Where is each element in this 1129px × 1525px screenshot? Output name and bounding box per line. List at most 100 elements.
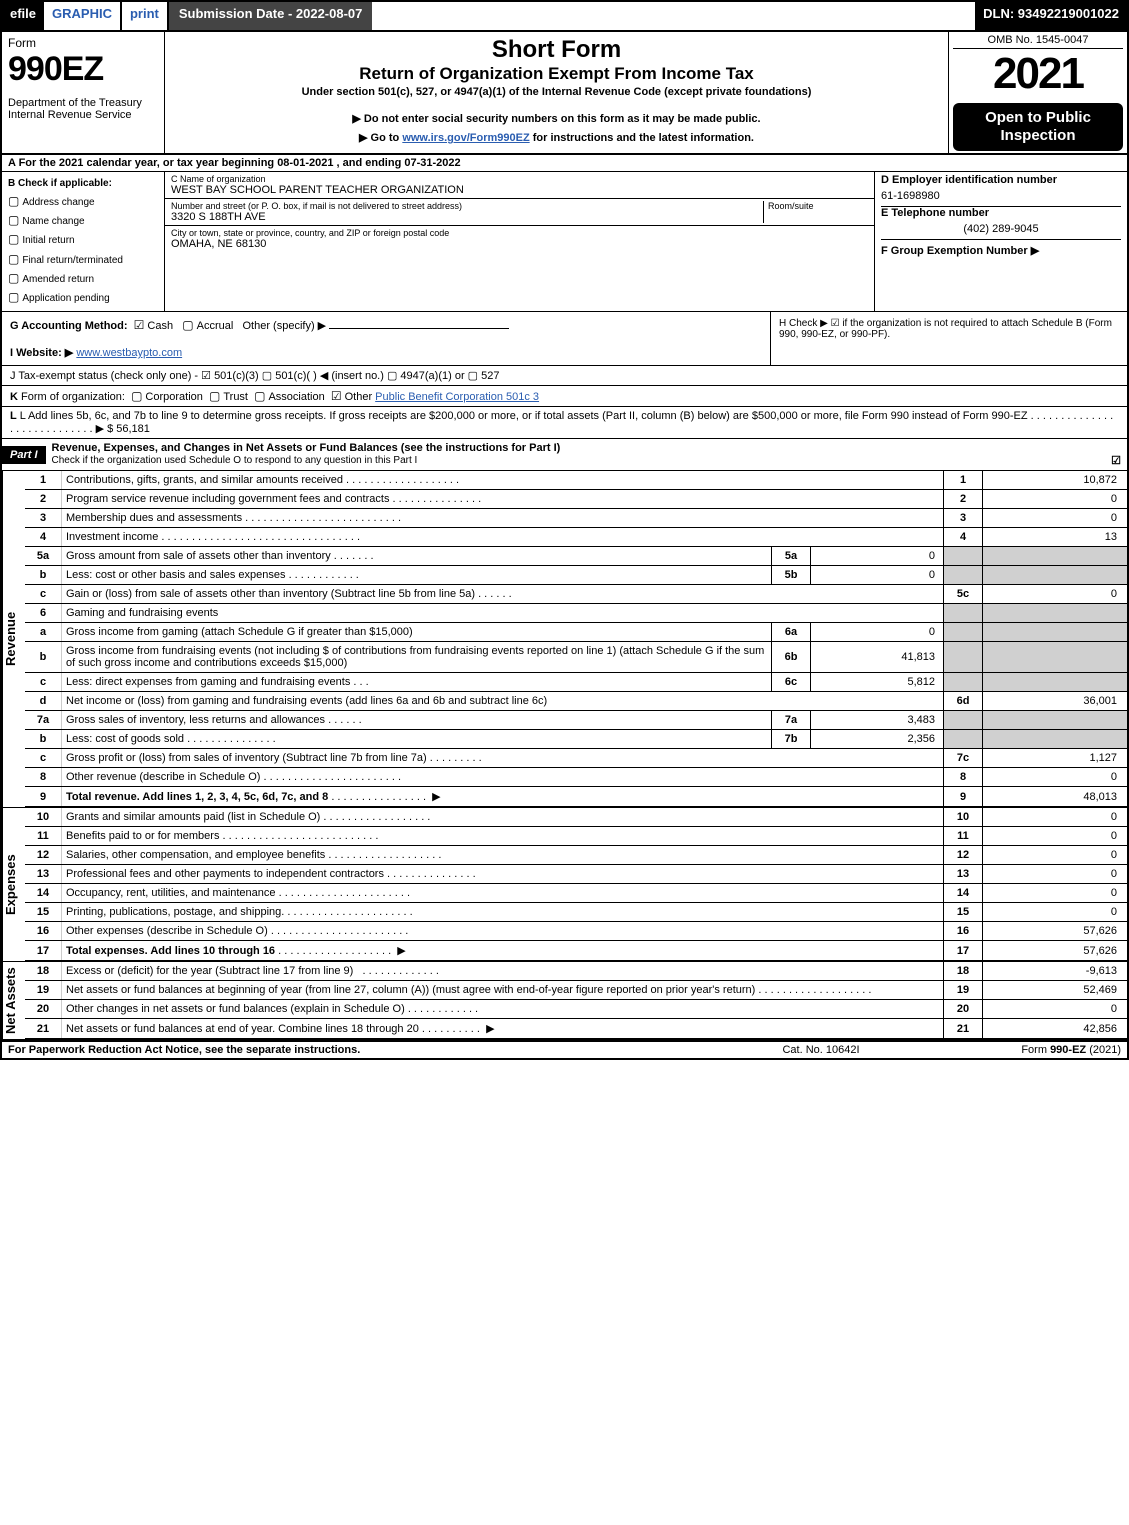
c-street-label: Number and street (or P. O. box, if mail… xyxy=(171,201,763,211)
netassets-block: Net Assets 18Excess or (deficit) for the… xyxy=(0,961,1129,1041)
org-name: WEST BAY SCHOOL PARENT TEACHER ORGANIZAT… xyxy=(171,184,868,196)
line-17: 17Total expenses. Add lines 10 through 1… xyxy=(25,941,1127,961)
line-19: 19Net assets or fund balances at beginni… xyxy=(25,981,1127,1000)
part1-sub: Check if the organization used Schedule … xyxy=(52,455,418,466)
chk-trust[interactable] xyxy=(209,391,223,403)
footer-left: For Paperwork Reduction Act Notice, see … xyxy=(8,1044,721,1056)
revenue-block: Revenue 1Contributions, gifts, grants, a… xyxy=(0,471,1129,807)
irs-label: Internal Revenue Service xyxy=(8,109,158,121)
part1-check[interactable]: ☑ xyxy=(1111,454,1121,467)
c-street-box: Number and street (or P. O. box, if mail… xyxy=(165,199,874,226)
netassets-sidelabel: Net Assets xyxy=(2,962,25,1039)
warn-goto: ▶ Go to www.irs.gov/Form990EZ for instru… xyxy=(175,131,938,144)
line-2: 2Program service revenue including gover… xyxy=(25,490,1127,509)
line-20: 20Other changes in net assets or fund ba… xyxy=(25,1000,1127,1019)
page-footer: For Paperwork Reduction Act Notice, see … xyxy=(0,1041,1129,1060)
subline: Under section 501(c), 527, or 4947(a)(1)… xyxy=(175,86,938,98)
col-b: B Check if applicable: Address change Na… xyxy=(2,172,165,311)
row-a-period: A For the 2021 calendar year, or tax yea… xyxy=(0,155,1129,172)
chk-other[interactable] xyxy=(331,391,345,403)
line-7b: bLess: cost of goods sold . . . . . . . … xyxy=(25,730,1127,749)
open-public: Open to Public Inspection xyxy=(953,103,1123,151)
b-item-address[interactable]: Address change xyxy=(8,192,158,211)
row-l: L L Add lines 5b, 6c, and 7b to line 9 t… xyxy=(0,407,1129,439)
line-14: 14Occupancy, rent, utilities, and mainte… xyxy=(25,884,1127,903)
line-5c: cGain or (loss) from sale of assets othe… xyxy=(25,585,1127,604)
l-amount: ▶ $ 56,181 xyxy=(96,423,150,435)
warn-ssn: ▶ Do not enter social security numbers o… xyxy=(175,112,938,125)
irs-link[interactable]: www.irs.gov/Form990EZ xyxy=(402,132,529,144)
c-city-box: City or town, state or province, country… xyxy=(165,226,874,252)
footer-catno: Cat. No. 10642I xyxy=(721,1044,921,1056)
footer-formref: Form 990-EZ (2021) xyxy=(921,1044,1121,1056)
org-street: 3320 S 188TH AVE xyxy=(171,211,763,223)
chk-corp[interactable] xyxy=(131,391,145,403)
col-def: D Employer identification number 61-1698… xyxy=(875,172,1127,311)
revenue-sidelabel: Revenue xyxy=(2,471,25,807)
b-item-amended[interactable]: Amended return xyxy=(8,269,158,288)
omb-number: OMB No. 1545-0047 xyxy=(953,34,1123,49)
line-12: 12Salaries, other compensation, and empl… xyxy=(25,846,1127,865)
org-city: OMAHA, NE 68130 xyxy=(171,238,868,250)
part1-row: Part I Revenue, Expenses, and Changes in… xyxy=(0,439,1129,471)
title-short-form: Short Form xyxy=(175,36,938,64)
line-3: 3Membership dues and assessments . . . .… xyxy=(25,509,1127,528)
form-word: Form xyxy=(8,36,158,50)
website-link[interactable]: www.westbaypto.com xyxy=(76,347,182,359)
line-6: 6Gaming and fundraising events xyxy=(25,604,1127,623)
expenses-block: Expenses 10Grants and similar amounts pa… xyxy=(0,807,1129,961)
b-title: B Check if applicable: xyxy=(8,176,158,192)
line-5a: 5aGross amount from sale of assets other… xyxy=(25,547,1127,566)
g-accounting: G Accounting Method: Cash Accrual Other … xyxy=(2,312,770,365)
graphic-link[interactable]: GRAPHIC xyxy=(44,2,122,30)
line-11: 11Benefits paid to or for members . . . … xyxy=(25,827,1127,846)
part1-title: Revenue, Expenses, and Changes in Net As… xyxy=(52,442,561,454)
part1-label: Part I xyxy=(2,446,46,464)
print-link[interactable]: print xyxy=(122,2,169,30)
ein-value: 61-1698980 xyxy=(881,186,1121,207)
title-return: Return of Organization Exempt From Incom… xyxy=(175,64,938,84)
h-check: H Check ▶ ☑ if the organization is not r… xyxy=(770,312,1127,365)
tax-year: 2021 xyxy=(953,49,1123,99)
tel-value: (402) 289-9045 xyxy=(881,219,1121,240)
other-org-type: Public Benefit Corporation 501c 3 xyxy=(375,391,539,403)
form-header: Form 990EZ Department of the Treasury In… xyxy=(0,32,1129,155)
line-16: 16Other expenses (describe in Schedule O… xyxy=(25,922,1127,941)
dln-label: DLN: 93492219001022 xyxy=(975,2,1127,30)
line-6a: aGross income from gaming (attach Schedu… xyxy=(25,623,1127,642)
chk-assoc[interactable] xyxy=(254,391,268,403)
line-5b: bLess: cost or other basis and sales exp… xyxy=(25,566,1127,585)
line-10: 10Grants and similar amounts paid (list … xyxy=(25,808,1127,827)
c-name-label: C Name of organization xyxy=(171,174,868,184)
form-number: 990EZ xyxy=(8,50,158,89)
expenses-sidelabel: Expenses xyxy=(2,808,25,961)
row-k: K Form of organization: Corporation Trus… xyxy=(0,386,1129,407)
line-1: 1Contributions, gifts, grants, and simil… xyxy=(25,471,1127,490)
line-9: 9Total revenue. Add lines 1, 2, 3, 4, 5c… xyxy=(25,787,1127,807)
line-21: 21Net assets or fund balances at end of … xyxy=(25,1019,1127,1039)
chk-cash[interactable] xyxy=(134,320,148,332)
dept-label: Department of the Treasury xyxy=(8,97,158,109)
row-j: J Tax-exempt status (check only one) - ☑… xyxy=(0,366,1129,386)
line-6d: dNet income or (loss) from gaming and fu… xyxy=(25,692,1127,711)
submission-date: Submission Date - 2022-08-07 xyxy=(169,2,373,30)
line-8: 8Other revenue (describe in Schedule O) … xyxy=(25,768,1127,787)
e-tel-label: E Telephone number xyxy=(881,207,1121,219)
b-item-pending[interactable]: Application pending xyxy=(8,288,158,307)
chk-accrual[interactable] xyxy=(182,320,196,332)
b-item-final[interactable]: Final return/terminated xyxy=(8,250,158,269)
d-ein-label: D Employer identification number xyxy=(881,174,1121,186)
line-7a: 7aGross sales of inventory, less returns… xyxy=(25,711,1127,730)
b-item-name[interactable]: Name change xyxy=(8,211,158,230)
c-name-box: C Name of organization WEST BAY SCHOOL P… xyxy=(165,172,874,199)
line-13: 13Professional fees and other payments t… xyxy=(25,865,1127,884)
line-4: 4Investment income . . . . . . . . . . .… xyxy=(25,528,1127,547)
i-website-label: I Website: ▶ xyxy=(10,347,73,359)
col-c: C Name of organization WEST BAY SCHOOL P… xyxy=(165,172,875,311)
section-bcd: B Check if applicable: Address change Na… xyxy=(0,172,1129,312)
line-7c: cGross profit or (loss) from sales of in… xyxy=(25,749,1127,768)
b-item-initial[interactable]: Initial return xyxy=(8,230,158,249)
c-city-label: City or town, state or province, country… xyxy=(171,228,868,238)
line-18: 18Excess or (deficit) for the year (Subt… xyxy=(25,962,1127,981)
f-group-label: F Group Exemption Number ▶ xyxy=(881,240,1121,257)
